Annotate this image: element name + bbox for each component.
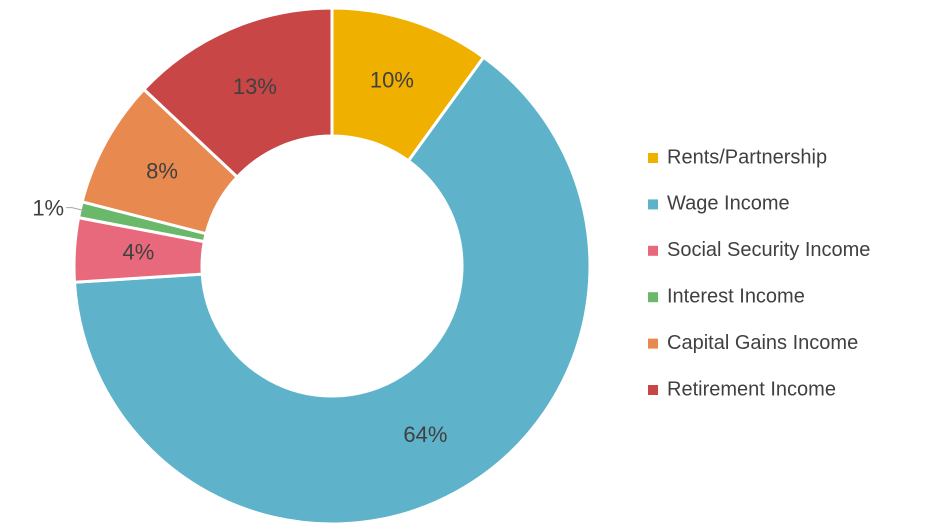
legend-label: Wage Income [667,193,790,215]
legend-swatch [648,338,658,349]
donut-slice [73,55,592,524]
slice-label: 13% [233,74,277,99]
legend-label: Retirement Income [667,378,836,400]
slice-label: 4% [122,240,154,265]
legend-swatch [648,385,658,395]
legend-swatch [648,292,658,303]
slice-label: 64% [403,422,447,447]
legend-label: Interest Income [667,285,805,307]
donut-slice [142,6,334,179]
slice-label: 8% [146,158,178,183]
legend-swatch [648,245,658,256]
legend-swatch [648,153,658,163]
legend-label: Capital Gains Income [667,332,858,354]
legend-label: Social Security Income [667,239,870,261]
legend-label: Rents/Partnership [667,146,827,168]
slice-label: 10% [370,67,414,92]
legend-swatch [648,199,658,210]
slice-label: 1% [32,195,64,220]
leader-line [66,207,85,212]
